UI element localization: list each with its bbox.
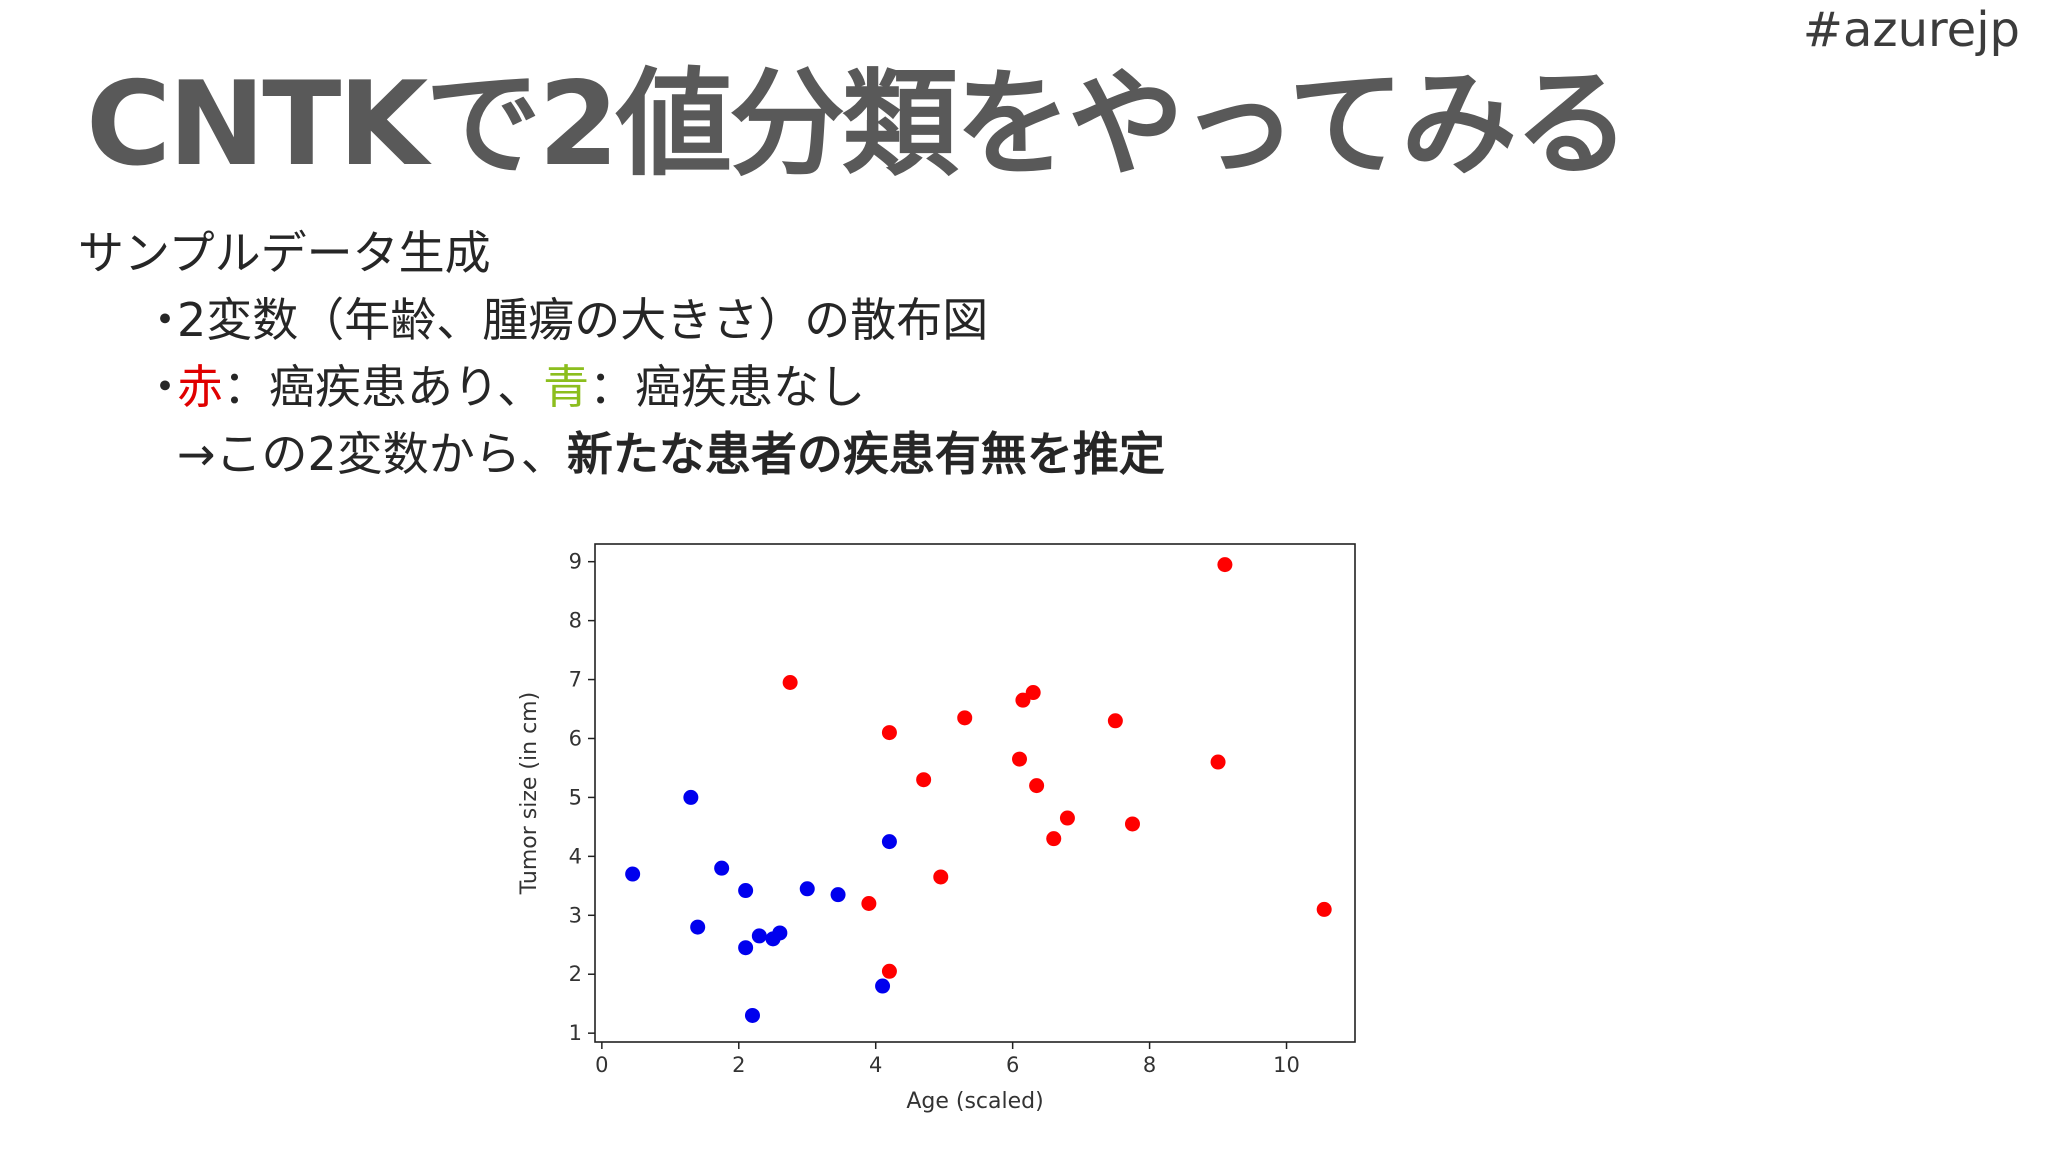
y-axis-label: Tumor size (in cm) xyxy=(517,692,542,895)
data-point-blue xyxy=(751,928,767,944)
data-point-blue xyxy=(881,834,897,850)
conclusion-normal: →この2変数から、 xyxy=(177,427,567,481)
data-point-blue xyxy=(714,860,730,876)
data-point-red xyxy=(1316,901,1332,917)
data-point-red xyxy=(861,896,877,912)
y-tick-label: 3 xyxy=(569,903,582,927)
scatter-chart: 0 2 4 6 8 10 1 2 3 4 5 6 7 8 9 Age (scaled) Tumor size… xyxy=(510,530,1410,1120)
x-tick-label: 6 xyxy=(1006,1053,1019,1077)
data-point-red xyxy=(916,772,932,788)
data-point-red xyxy=(1029,778,1045,794)
data-point-red xyxy=(933,869,949,885)
data-point-red xyxy=(881,725,897,741)
bullet-variables-text: 2変数（年齢、腫瘍の大きさ）の散布図 xyxy=(177,293,989,347)
data-point-blue xyxy=(683,789,699,805)
y-tick-label: 9 xyxy=(569,550,582,574)
y-tick-label: 4 xyxy=(569,844,582,868)
data-point-red xyxy=(1015,692,1031,708)
bullet-legend: ・赤：癌疾患あり、青：癌疾患なし xyxy=(78,354,1165,421)
legend-red-desc: ：癌疾患あり、 xyxy=(223,360,544,414)
data-point-blue xyxy=(625,866,641,882)
y-tick-label: 7 xyxy=(569,668,582,692)
bullet-marker: ・ xyxy=(142,293,188,347)
bullet-variables: ・2変数（年齢、腫瘍の大きさ）の散布図 xyxy=(78,287,1165,354)
conclusion-line: →この2変数から、新たな患者の疾患有無を推定 xyxy=(78,421,1165,488)
data-point-red xyxy=(881,963,897,979)
data-point-red xyxy=(1217,557,1233,573)
data-point-blue xyxy=(744,1007,760,1023)
x-axis-label: Age (scaled) xyxy=(906,1089,1043,1114)
slide-title: CNTKで2値分類をやってみる xyxy=(86,57,1630,192)
conclusion-bold: 新たな患者の疾患有無を推定 xyxy=(566,427,1165,481)
data-point-red xyxy=(1012,751,1028,767)
x-tick-label: 0 xyxy=(595,1053,608,1077)
heading-line: サンプルデータ生成 xyxy=(78,226,491,280)
data-point-blue xyxy=(690,919,706,935)
x-tick-label: 8 xyxy=(1143,1053,1156,1077)
data-point-red xyxy=(957,710,973,726)
data-point-red xyxy=(1025,685,1041,701)
data-point-red xyxy=(1059,810,1075,826)
x-tick-label: 10 xyxy=(1273,1053,1300,1077)
data-point-red xyxy=(1046,831,1062,847)
y-tick-label: 2 xyxy=(569,962,582,986)
y-tick-label: 8 xyxy=(569,609,582,633)
data-point-blue xyxy=(830,887,846,903)
plot-area-frame xyxy=(594,543,1356,1043)
slide-body: サンプルデータ生成 ・2変数（年齢、腫瘍の大きさ）の散布図 ・赤：癌疾患あり、青… xyxy=(78,220,1165,488)
hashtag-label: #azurejp xyxy=(1802,2,2020,58)
x-tick-label: 2 xyxy=(732,1053,745,1077)
x-tick-label: 4 xyxy=(869,1053,882,1077)
data-point-blue xyxy=(875,978,891,994)
y-tick-label: 1 xyxy=(569,1021,582,1045)
data-point-red xyxy=(782,674,798,690)
data-point-red xyxy=(1107,713,1123,729)
data-point-blue xyxy=(799,881,815,897)
data-point-blue xyxy=(738,940,754,956)
legend-green-word: 青 xyxy=(543,360,590,414)
data-point-red xyxy=(1210,754,1226,770)
data-points xyxy=(625,557,1332,1023)
data-point-blue xyxy=(772,925,788,941)
bullet-marker: ・ xyxy=(142,360,188,414)
y-tick-label: 6 xyxy=(569,726,582,750)
legend-red-word: 赤 xyxy=(177,360,223,414)
y-tick-label: 5 xyxy=(569,785,582,809)
legend-green-desc: ：癌疾患なし xyxy=(589,360,866,414)
data-point-red xyxy=(1124,816,1140,832)
data-point-blue xyxy=(738,883,754,899)
